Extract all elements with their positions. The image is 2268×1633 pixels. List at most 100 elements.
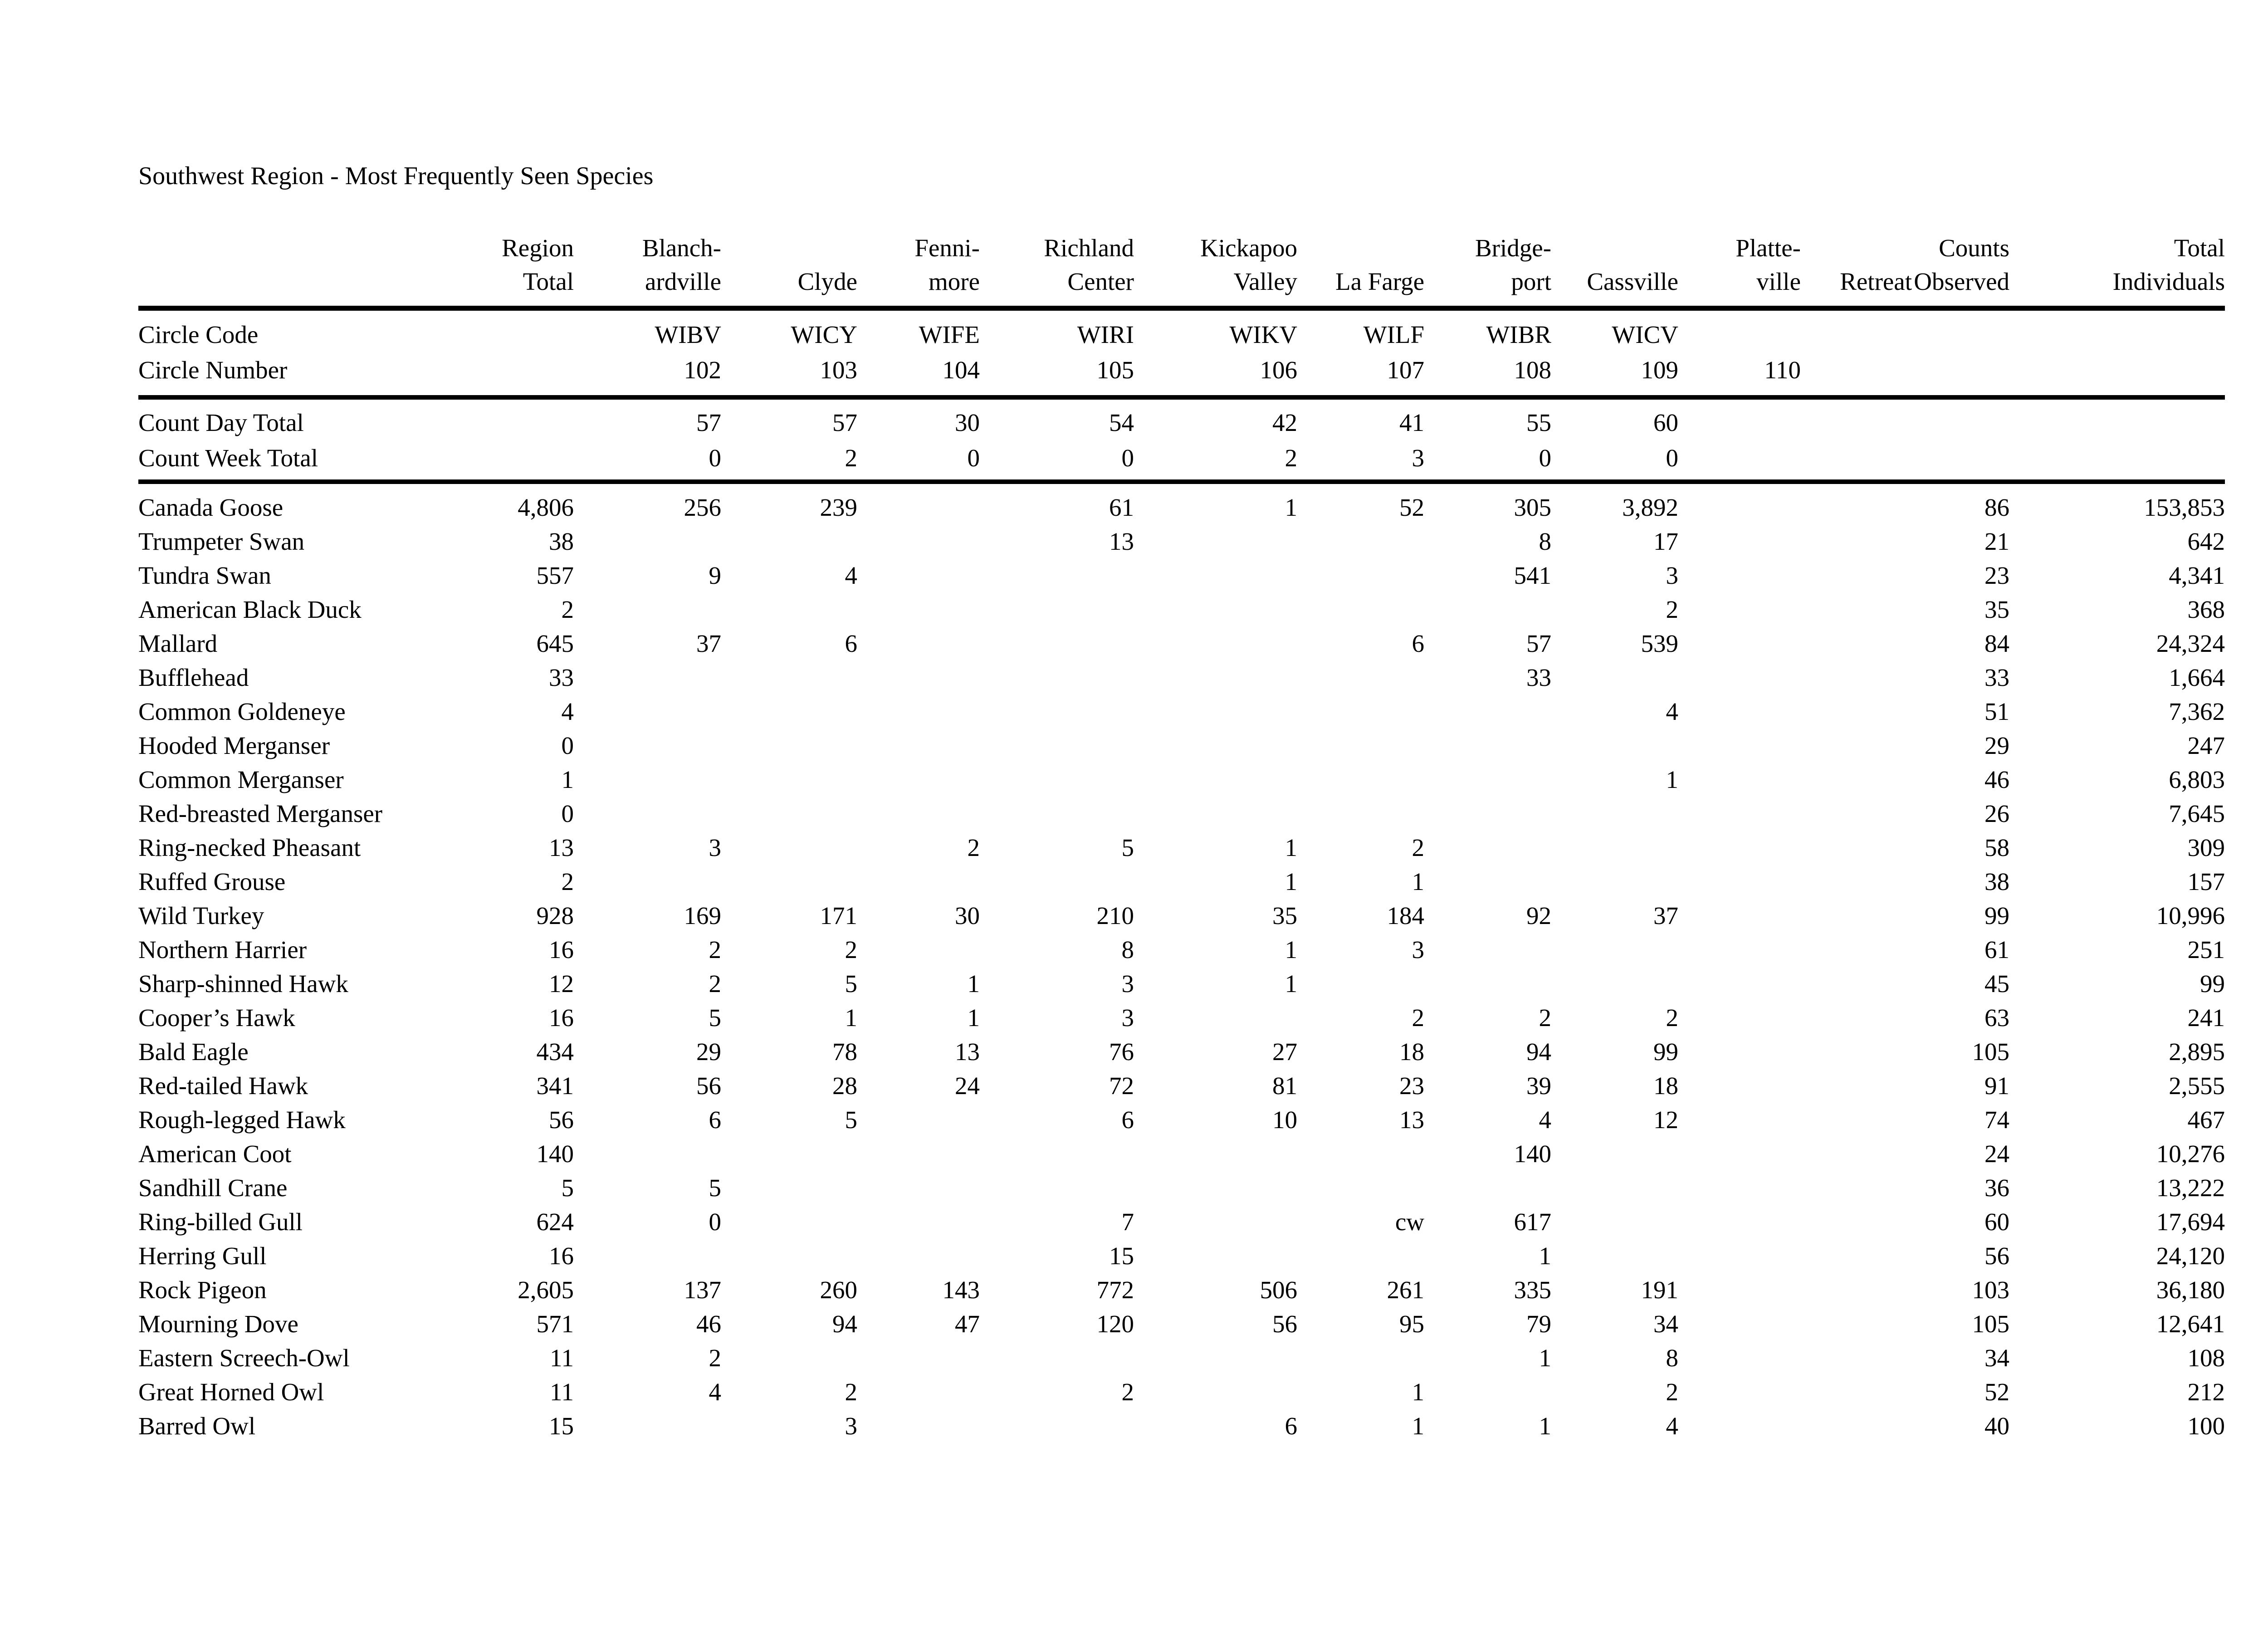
species-name-cell: American Coot [138, 1140, 292, 1168]
circle-number-row-cell-clyde: 103 [820, 356, 858, 384]
count-cell-clyde: 6 [845, 630, 858, 657]
count-cell-bridgeport: 1 [1539, 1344, 1552, 1372]
column-header-line1: Fenni- [914, 234, 980, 262]
count-cell-kickapoo-valley [1134, 694, 1297, 728]
count-cell-richland-center [980, 660, 1134, 694]
region-total-cell: 645 [536, 630, 574, 657]
species-name-cell: Northern Harrier [138, 936, 307, 963]
count-cell-blanchardville: 9 [709, 562, 722, 589]
species-name-cell: Hooded Merganser [138, 732, 330, 759]
total-individuals-cell: 6,803 [2169, 766, 2225, 793]
species-count-table: Region Total Blanch-ardville Clyde Fenni-mo… [138, 213, 2225, 1443]
count-cell-fennimore: 13 [955, 1038, 980, 1066]
count-cell-clyde: 260 [820, 1276, 858, 1304]
count-cell-blanchardville [574, 660, 721, 694]
species-name-cell: Eastern Screech-Owl [138, 1344, 350, 1372]
region-total-cell: 2 [561, 596, 574, 623]
count-cell-kickapoo-valley: 1 [1285, 936, 1298, 963]
count-cell-fennimore [857, 482, 980, 524]
species-name-cell: American Black Duck [138, 596, 362, 623]
count-cell-richland-center [980, 728, 1134, 763]
column-header-line1 [721, 231, 857, 265]
count-cell-la-farge [1297, 524, 1424, 558]
count-cell-la-farge [1297, 592, 1424, 626]
species-name-cell: Ring-billed Gull [138, 1208, 303, 1236]
count-cell-platteville [1678, 1375, 1801, 1409]
count-cell-clyde: 28 [832, 1072, 857, 1100]
count-cell-la-farge [1297, 660, 1424, 694]
count-cell-bridgeport: 39 [1526, 1072, 1551, 1100]
species-name-cell: Ruffed Grouse [138, 868, 286, 895]
total-individuals-cell: 12,641 [2156, 1310, 2225, 1338]
count-cell-kickapoo-valley: 35 [1272, 902, 1297, 929]
counts-observed-cell: 84 [1984, 630, 2009, 657]
species-name-cell: Ring-necked Pheasant [138, 834, 361, 861]
region-total-cell: 1 [561, 766, 574, 793]
count-cell-retreat [1801, 1341, 1912, 1375]
count-cell-blanchardville [574, 592, 721, 626]
count-cell-platteville [1678, 592, 1801, 626]
count-cell-retreat [1801, 1171, 1912, 1205]
count-cell-platteville [1678, 1239, 1801, 1273]
species-name-cell: Bufflehead [138, 664, 249, 691]
count-cell-fennimore: 2 [967, 834, 980, 861]
count-cell-clyde [721, 1171, 857, 1205]
count-cell-platteville [1678, 865, 1801, 899]
count-cell-platteville [1678, 763, 1801, 797]
circle-code-row-cell-total-individuals [2009, 308, 2225, 353]
count-cell-clyde [721, 797, 857, 831]
count-cell-la-farge: 2 [1412, 834, 1425, 861]
count-cell-cassville: 99 [1653, 1038, 1678, 1066]
count-cell-retreat [1801, 626, 1912, 660]
count-cell-kickapoo-valley [1134, 1001, 1297, 1035]
count-cell-blanchardville: 137 [684, 1276, 722, 1304]
total-individuals-cell: 368 [2187, 596, 2225, 623]
region-total-cell: 16 [549, 1004, 574, 1032]
total-individuals-cell: 36,180 [2156, 1276, 2225, 1304]
species-row: Hooded Merganser 0 29 247 [138, 728, 2225, 763]
column-header-line2: ardville [645, 268, 721, 295]
count-cell-kickapoo-valley: 1 [1285, 834, 1298, 861]
total-individuals-cell: 157 [2187, 868, 2225, 895]
column-header-line1 [1801, 231, 1912, 265]
count-cell-platteville [1678, 933, 1801, 967]
count-cell-richland-center: 120 [1096, 1310, 1134, 1338]
count-cell-cassville: 1 [1666, 766, 1679, 793]
count-cell-richland-center: 3 [1121, 970, 1134, 997]
count-cell-richland-center: 76 [1109, 1038, 1134, 1066]
count-cell-clyde [721, 660, 857, 694]
count-cell-blanchardville: 0 [709, 1208, 722, 1236]
count-cell-blanchardville [574, 728, 721, 763]
count-cell-la-farge [1297, 728, 1424, 763]
column-header-fennimore: Fenni-more [857, 213, 980, 308]
circle-code-row-cell-fennimore: WIFE [919, 321, 980, 348]
count-cell-retreat [1801, 797, 1912, 831]
region-total-cell: 13 [549, 834, 574, 861]
circle-number-row-cell-kickapoo-valley: 106 [1260, 356, 1298, 384]
count-cell-kickapoo-valley [1134, 728, 1297, 763]
species-name-cell: Barred Owl [138, 1412, 256, 1440]
total-individuals-cell: 7,362 [2169, 698, 2225, 725]
count-day-row-cell-la-farge: 41 [1399, 409, 1424, 436]
count-cell-cassville [1551, 1137, 1678, 1171]
species-name-cell: Common Goldeneye [138, 698, 346, 725]
count-cell-la-farge [1297, 558, 1424, 592]
count-day-row-cell-platteville [1678, 397, 1801, 440]
count-cell-platteville [1678, 1035, 1801, 1069]
counts-observed-cell: 26 [1984, 800, 2009, 827]
region-total-cell: 38 [549, 528, 574, 555]
count-cell-retreat [1801, 524, 1912, 558]
species-name-cell: Mallard [138, 630, 218, 657]
species-name-cell: Red-tailed Hawk [138, 1072, 308, 1100]
count-cell-cassville [1551, 831, 1678, 865]
counts-observed-cell: 105 [1972, 1038, 2010, 1066]
count-cell-kickapoo-valley [1134, 524, 1297, 558]
count-cell-cassville: 2 [1666, 1004, 1679, 1032]
region-total-cell: 11 [550, 1378, 574, 1406]
count-cell-blanchardville: 56 [696, 1072, 721, 1100]
count-cell-platteville [1678, 1205, 1801, 1239]
column-header-line1 [1297, 231, 1424, 265]
column-header-line2: Observed [1914, 268, 2009, 295]
species-name-cell: Common Merganser [138, 766, 344, 793]
table-body: Circle Code WIBV WICY WIFE WIRI WIKV WILF WIBR W… [138, 308, 2225, 1443]
